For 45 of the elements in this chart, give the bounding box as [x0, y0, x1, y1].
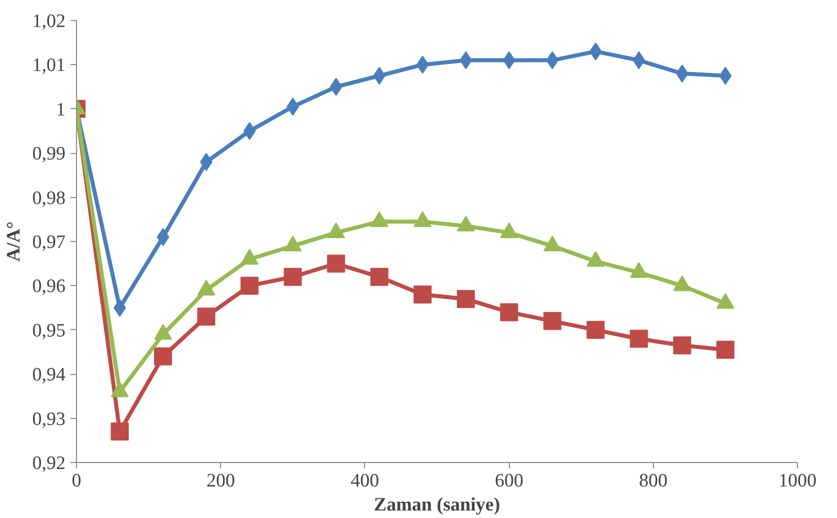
point	[416, 56, 429, 74]
x-tick-label: 600	[494, 470, 524, 492]
point	[543, 312, 562, 330]
x-tick-label: 200	[206, 470, 235, 492]
point	[414, 286, 432, 304]
x-tick-label: 800	[639, 470, 668, 492]
x-tick-label: 0	[72, 470, 82, 492]
point	[502, 51, 516, 70]
point	[632, 51, 646, 70]
point	[676, 64, 688, 83]
y-tick-label: 1,02	[32, 11, 66, 32]
y-tick-label: 0,97	[32, 232, 66, 253]
point	[586, 320, 605, 339]
point	[546, 51, 559, 70]
point	[589, 42, 602, 60]
point	[500, 303, 518, 322]
y-tick-label: 0,94	[32, 364, 66, 386]
x-axis-title: Zaman (saniye)	[374, 494, 500, 516]
point	[719, 66, 732, 85]
point	[156, 228, 170, 246]
point	[716, 340, 734, 359]
point	[460, 51, 472, 70]
y-tick-label: 0,93	[32, 408, 66, 430]
y-tick-label: 0,98	[32, 188, 66, 209]
point	[456, 290, 475, 308]
x-tick-label: 400	[350, 470, 380, 492]
point	[327, 254, 346, 273]
point	[673, 336, 692, 354]
point	[240, 276, 259, 295]
point	[243, 122, 256, 140]
y-axis-title: A/A°	[3, 221, 24, 262]
point	[370, 268, 388, 286]
point	[197, 308, 216, 326]
y-tick-label: 0,96	[32, 276, 66, 298]
point	[154, 347, 172, 366]
y-tick-label: 0,95	[32, 320, 66, 342]
y-tick-label: 1,01	[32, 55, 66, 76]
point	[110, 422, 129, 441]
y-tick-label: 1	[56, 99, 66, 120]
point	[630, 330, 648, 348]
point	[284, 268, 302, 286]
y-tick-label: 0,99	[32, 144, 66, 165]
x-tick-label: 1000	[778, 470, 816, 492]
point	[330, 78, 342, 96]
y-tick-label: 0,92	[32, 453, 66, 474]
